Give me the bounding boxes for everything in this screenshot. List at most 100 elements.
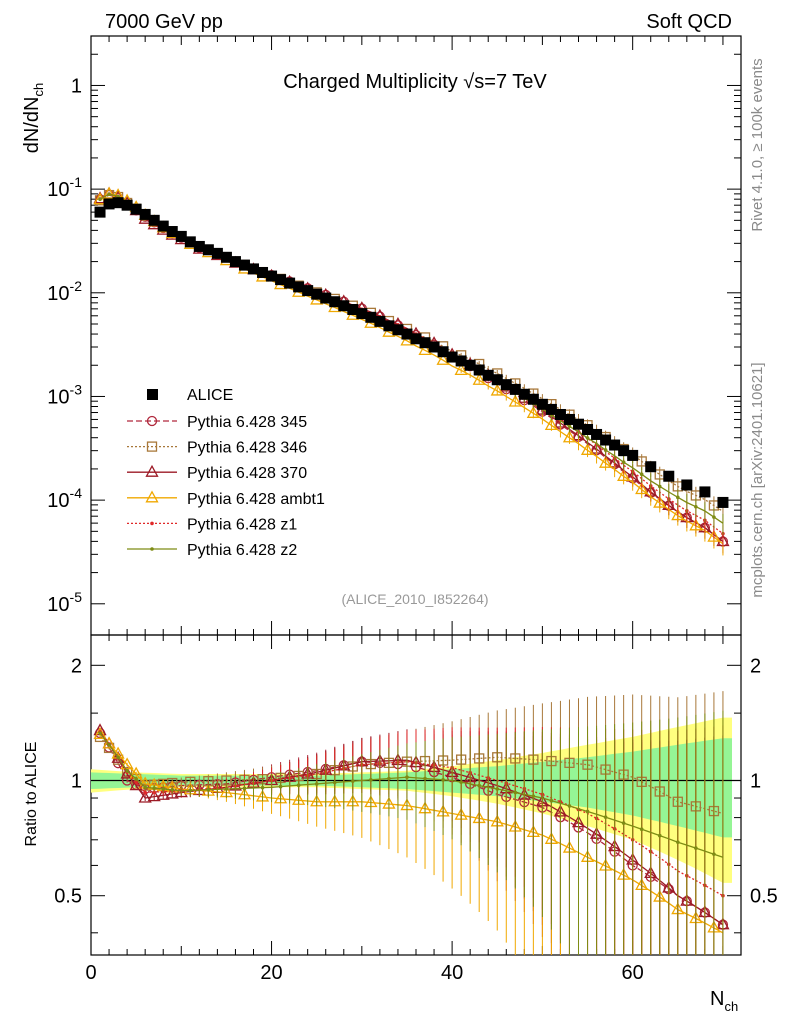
series-marker-ratio (387, 776, 391, 781)
x-tick-label: 0 (85, 962, 96, 984)
alice-data-point (717, 496, 729, 508)
series-marker-ratio (351, 779, 355, 783)
series-z1 (98, 192, 725, 955)
series-marker-main (639, 472, 644, 477)
series-marker-main (400, 333, 414, 346)
alice-data-point (609, 439, 621, 451)
ratio-tick-label-right: 1 (750, 771, 761, 793)
series-marker-ratio (206, 787, 211, 792)
legend-entry: Pythia 6.428 345 (127, 414, 307, 431)
series-marker-main (98, 197, 102, 202)
alice-data-point (148, 214, 160, 226)
series-marker-ratio (278, 784, 283, 789)
series-marker-main (598, 455, 613, 468)
series-marker-ratio (152, 786, 156, 790)
series-marker-ratio (143, 790, 147, 795)
alice-data-point (229, 256, 241, 268)
series-alice (94, 197, 729, 508)
alice-data-point (464, 359, 476, 371)
series-marker-ratio (188, 788, 193, 793)
series-marker-ratio (549, 798, 554, 803)
series-marker-main (671, 508, 685, 521)
alice-data-point (175, 230, 187, 242)
series-marker-ratio (260, 785, 265, 790)
header-energy: 7000 GeV pp (105, 11, 223, 33)
alice-data-point (338, 300, 350, 312)
alice-data-point (582, 424, 594, 436)
legend-entry: Pythia 6.428 z2 (127, 542, 297, 559)
alice-data-point (166, 226, 178, 238)
y-tick-label: 10-5 (47, 589, 82, 616)
series-marker-ratio (694, 846, 698, 850)
alice-data-point (121, 199, 133, 211)
rivet-label: Rivet 4.1.0, ≥ 100k events (749, 58, 766, 231)
alice-data-point (157, 220, 169, 232)
series-marker-ratio (134, 777, 138, 781)
legend-marker (150, 521, 154, 526)
alice-data-point (112, 197, 124, 209)
y-tick-label: 10-1 (47, 174, 82, 201)
legend-label: Pythia 6.428 346 (187, 440, 307, 457)
legend-entry: Pythia 6.428 346 (127, 440, 307, 457)
series-marker-main (635, 482, 649, 495)
series-marker-ratio (621, 821, 626, 825)
alice-data-point (374, 315, 386, 327)
alice-data-point (347, 304, 359, 316)
y-axis-label: dN/dNch (21, 83, 46, 153)
series-marker-ratio (495, 787, 500, 791)
legend-series-entries: Pythia 6.428 345 Pythia 6.428 346 Pythia 6… (127, 414, 325, 559)
series-marker-ratio (657, 833, 662, 838)
series-marker-main (418, 342, 432, 355)
alice-data-point (356, 308, 368, 320)
series-marker-main (567, 424, 572, 429)
analysis-tag: (ALICE_2010_I852264) (341, 591, 488, 607)
series-marker-ratio (152, 790, 156, 794)
alice-data-point (311, 288, 323, 300)
alice-data-point (193, 240, 205, 252)
series-marker-ratio (603, 815, 608, 819)
series-marker-ratio (423, 776, 427, 781)
series-marker-main (617, 468, 631, 481)
data-series (93, 186, 730, 955)
legend-marker (146, 415, 158, 427)
series-marker-ratio (477, 783, 481, 788)
series-marker-main (107, 192, 111, 197)
header-category: Soft QCD (646, 11, 732, 33)
alice-data-point (699, 486, 711, 498)
alice-data-point (573, 418, 584, 430)
series-marker-main (580, 442, 595, 455)
series-marker-ratio (102, 736, 116, 749)
series-marker-main (653, 495, 667, 508)
alice-data-point (627, 449, 639, 461)
alice-data-point (383, 320, 395, 332)
legend-marker-alice (147, 389, 158, 400)
alice-data-point (681, 479, 693, 491)
legend-marker (150, 547, 154, 551)
legend-marker (145, 490, 159, 503)
alice-data-point (257, 266, 269, 278)
alice-data-point (211, 247, 223, 259)
alice-data-point (94, 206, 106, 218)
series-marker-ratio (125, 769, 129, 773)
alice-data-point (500, 379, 512, 391)
alice-data-point (238, 259, 250, 271)
series-marker-main (102, 186, 116, 199)
alice-data-point (130, 203, 142, 215)
alice-data-point (392, 324, 404, 336)
x-tick-label: 40 (441, 962, 463, 984)
legend-entry: Pythia 6.428 ambt1 (127, 490, 325, 508)
alice-data-point (401, 328, 413, 340)
series-marker-ratio (170, 788, 175, 792)
alice-data-point (645, 461, 657, 473)
alice-data-point (302, 285, 314, 297)
x-axis-label: Nch (710, 988, 738, 1014)
legend-marker (145, 464, 159, 477)
legend-label: Pythia 6.428 z2 (187, 542, 297, 559)
y-tick-label: 1 (71, 75, 82, 97)
alice-data-point (139, 208, 151, 220)
series-marker-main (585, 436, 590, 440)
series-marker-ratio (224, 787, 229, 791)
series-marker-main (657, 484, 662, 489)
alice-data-point (284, 277, 296, 289)
